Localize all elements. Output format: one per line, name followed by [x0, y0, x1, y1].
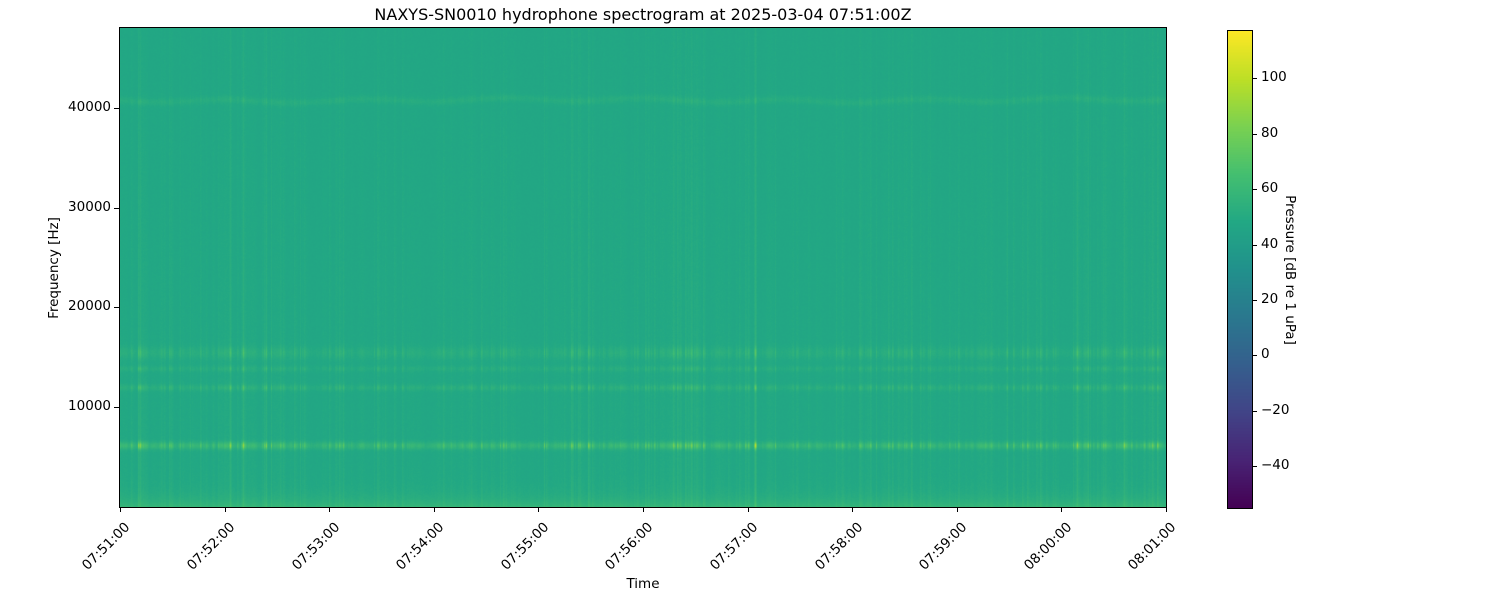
colorbar-tick-mark: [1253, 300, 1257, 301]
x-tick-label: 07:59:00: [916, 519, 971, 574]
x-tick-mark: [434, 508, 435, 512]
colorbar-tick-label: 20: [1261, 291, 1279, 308]
x-tick-mark: [852, 508, 853, 512]
colorbar-tick-mark: [1253, 134, 1257, 135]
colorbar-tick-label: 100: [1261, 69, 1287, 86]
x-tick-mark: [329, 508, 330, 512]
colorbar-tick-label: 0: [1261, 346, 1270, 363]
x-tick-label: 07:53:00: [288, 519, 343, 574]
colorbar-tick-mark: [1253, 78, 1257, 79]
colorbar-tick-mark: [1253, 411, 1257, 412]
colorbar-tick-label: 60: [1261, 180, 1279, 197]
colorbar-tick-label: 80: [1261, 124, 1279, 141]
colorbar-gradient: [1228, 31, 1252, 508]
x-tick-mark: [538, 508, 539, 512]
colorbar-tick-mark: [1253, 355, 1257, 356]
y-tick-mark: [114, 307, 119, 308]
y-tick-label: 40000: [68, 99, 111, 116]
y-tick-mark: [114, 208, 119, 209]
spectrogram-image: [120, 28, 1166, 507]
x-tick-mark: [1061, 508, 1062, 512]
y-tick-mark: [114, 407, 119, 408]
x-tick-mark: [748, 508, 749, 512]
colorbar-tick-label: −40: [1261, 457, 1290, 474]
y-tick-mark: [114, 108, 119, 109]
chart-title: NAXYS-SN0010 hydrophone spectrogram at 2…: [374, 5, 912, 24]
y-tick-label: 20000: [68, 298, 111, 315]
x-tick-label: 07:55:00: [497, 519, 553, 574]
y-tick-label: 30000: [68, 198, 111, 215]
colorbar-label: Pressure [dB re 1 uPa]: [1282, 195, 1298, 345]
x-tick-label: 08:00:00: [1020, 519, 1076, 574]
colorbar-tick-label: −20: [1261, 402, 1290, 419]
x-tick-mark: [1166, 508, 1167, 512]
x-tick-label: 07:54:00: [393, 519, 448, 574]
colorbar-tick-mark: [1253, 189, 1257, 190]
colorbar-tick-mark: [1253, 466, 1257, 467]
x-tick-label: 07:57:00: [707, 519, 762, 574]
x-tick-mark: [957, 508, 958, 512]
x-tick-mark: [225, 508, 226, 512]
y-axis-label: Frequency [Hz]: [46, 217, 62, 319]
plot-area: [119, 27, 1167, 508]
x-tick-label: 08:01:00: [1125, 519, 1180, 574]
x-tick-mark: [643, 508, 644, 512]
colorbar-tick-mark: [1253, 245, 1257, 246]
x-tick-label: 07:51:00: [79, 519, 134, 574]
x-tick-label: 07:58:00: [811, 519, 866, 574]
x-tick-mark: [120, 508, 121, 512]
colorbar: [1227, 30, 1253, 509]
x-tick-label: 07:52:00: [184, 519, 239, 574]
y-tick-label: 10000: [68, 398, 111, 415]
x-axis-label: Time: [626, 576, 660, 592]
x-tick-label: 07:56:00: [602, 519, 657, 574]
colorbar-tick-label: 40: [1261, 235, 1279, 252]
